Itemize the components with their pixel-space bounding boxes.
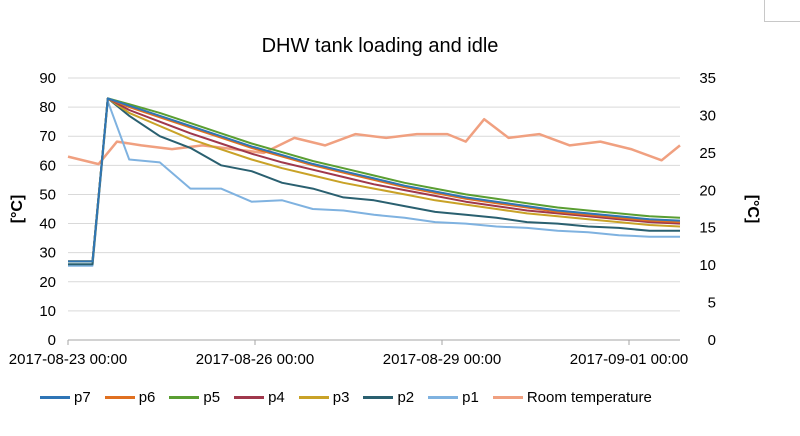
y2-tick-label: 0: [708, 332, 716, 349]
right-axis-ticks: 0 5 10 15 20 25 30 35: [699, 70, 716, 349]
legend-item: p2: [363, 389, 414, 406]
legend-swatch: [492, 395, 523, 399]
series-line-p2: [68, 97, 680, 266]
chart-legend: p7 p6 p5 p4 p3 p2 p1 Room temperature: [40, 386, 760, 408]
x-tick-label: 2017-08-26 00:00: [196, 351, 314, 368]
y2-tick-label: 20: [699, 182, 716, 199]
x-tick-label: 2017-09-01 00:00: [570, 351, 688, 368]
legend-item: p4: [234, 389, 285, 406]
series-line-p6: [68, 97, 681, 263]
y2-axis-label: [°C]: [744, 195, 761, 224]
y2-tick-label: 35: [699, 70, 716, 87]
legend-swatch: [298, 395, 329, 399]
legend-item: p6: [104, 388, 156, 406]
y2-tick-label: 30: [699, 107, 716, 124]
legend-item: p3: [298, 388, 350, 406]
series-line-p3: [68, 97, 681, 263]
y2-tick-label: 5: [708, 295, 716, 312]
legend-item: Room temperature: [492, 388, 652, 406]
x-tick-label: 2017-08-23 00:00: [9, 351, 127, 368]
x-axis-ticks: 2017-08-23 00:00 2017-08-26 00:00 2017-08-…: [9, 351, 688, 368]
series-line-p5: [68, 97, 681, 263]
x-tick-label: 2017-08-29 00:00: [383, 351, 501, 368]
y2-tick-label: 25: [699, 145, 716, 162]
legend-swatch: [234, 395, 265, 399]
line-chart: DHW tank loading and idle 01020304050607…: [9, 35, 761, 368]
y-tick-label: 20: [39, 274, 56, 291]
y-tick-label: 80: [39, 99, 56, 116]
series-line-p4: [68, 97, 681, 263]
legend-swatch: [363, 395, 394, 399]
chart-title: DHW tank loading and idle: [262, 35, 499, 57]
legend-label: p6: [138, 388, 156, 406]
legend-label: p1: [462, 388, 479, 406]
y-tick-label: 90: [39, 70, 56, 87]
y2-tick-label: 15: [699, 220, 716, 237]
legend-item: p1: [428, 389, 479, 406]
legend-item: p7: [40, 389, 91, 406]
legend-swatch: [428, 395, 459, 399]
y-axis-label: [°C]: [9, 195, 26, 224]
series-lines: [67, 97, 681, 267]
window-corner-frame: [764, 0, 800, 22]
y-tick-label: 30: [39, 245, 56, 262]
series-line-p1: [68, 100, 680, 267]
y-tick-label: 40: [39, 216, 56, 233]
y2-tick-label: 10: [699, 257, 716, 274]
y-tick-label: 60: [39, 157, 56, 174]
legend-label: Room temperature: [526, 388, 652, 406]
legend-swatch: [40, 395, 70, 399]
left-axis-ticks: 0 10 20 30 40 50 60 70 80 90: [39, 70, 56, 349]
legend-label: p4: [268, 388, 285, 406]
y-tick-label: 0: [48, 332, 56, 349]
y-tick-label: 70: [39, 128, 56, 145]
legend-label: p3: [332, 388, 350, 406]
legend-label: p5: [203, 388, 221, 406]
series-line-room-temperature: [67, 117, 681, 166]
series-line-p7: [68, 97, 681, 263]
y-tick-label: 10: [39, 303, 56, 320]
legend-swatch: [169, 395, 200, 399]
y-tick-label: 50: [39, 186, 56, 203]
legend-swatch: [104, 395, 135, 399]
legend-item: p5: [169, 389, 220, 406]
legend-label: p2: [397, 388, 415, 406]
legend-label: p7: [74, 388, 91, 406]
